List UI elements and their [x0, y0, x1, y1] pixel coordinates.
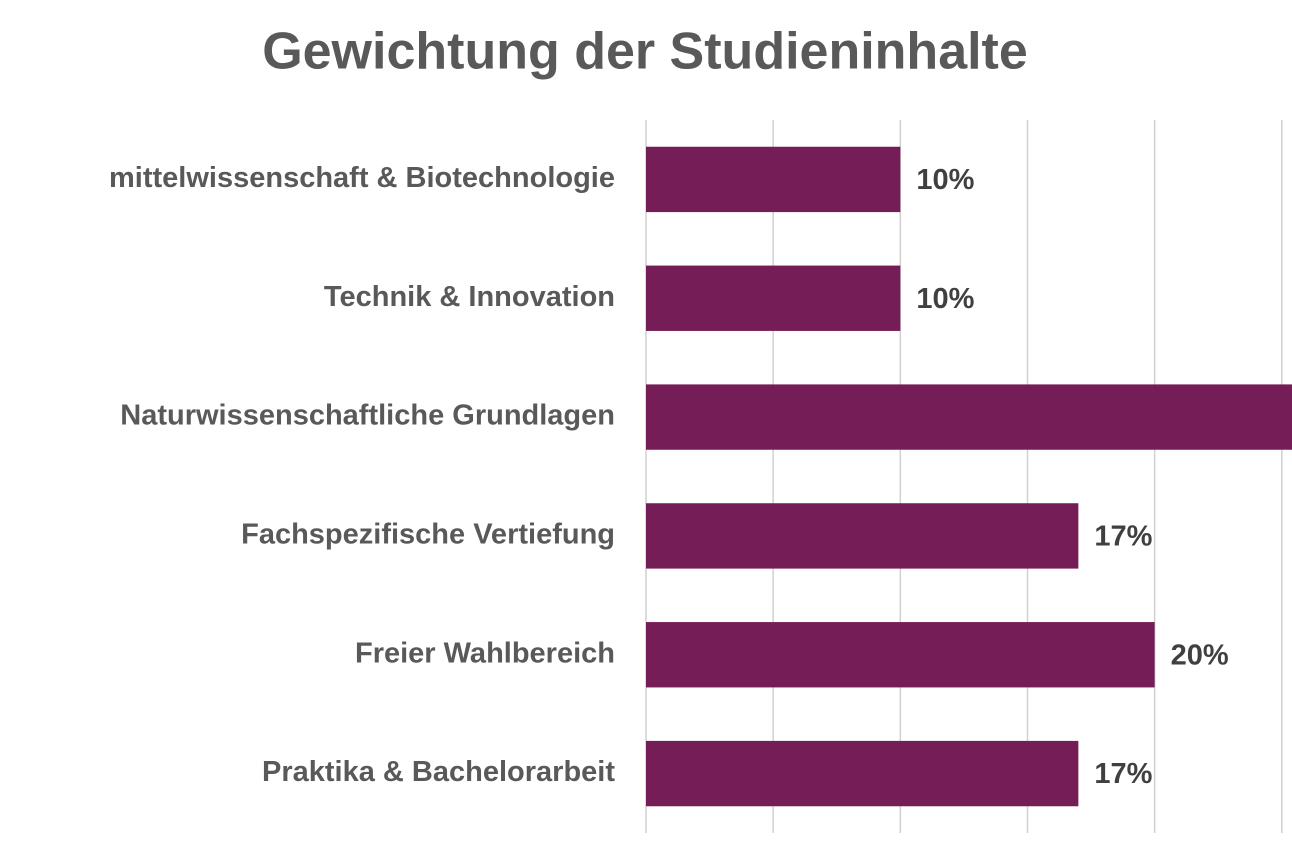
category-label: Praktika & Bachelorarbeit	[262, 756, 615, 788]
value-label: 17%	[1094, 521, 1152, 553]
category-label: Fachspezifische Vertiefung	[241, 519, 615, 551]
category-label: Technik & Innovation	[324, 281, 615, 313]
bar	[646, 740, 1079, 807]
category-label: mittelwissenschaft & Biotechnologie	[109, 162, 615, 194]
value-label: 10%	[916, 283, 974, 315]
bar	[646, 622, 1155, 688]
bar	[646, 265, 901, 331]
value-label: 17%	[1094, 758, 1152, 790]
chart-title: Gewichtung der Studieninhalte	[262, 23, 1028, 81]
value-label: 20%	[1171, 639, 1229, 671]
value-label: 10%	[916, 164, 974, 196]
bar	[646, 384, 1292, 450]
category-label: Freier Wahlbereich	[355, 637, 615, 669]
category-label: Naturwissenschaftliche Grundlagen	[120, 400, 615, 432]
bar	[646, 503, 1079, 569]
bar	[646, 146, 901, 213]
